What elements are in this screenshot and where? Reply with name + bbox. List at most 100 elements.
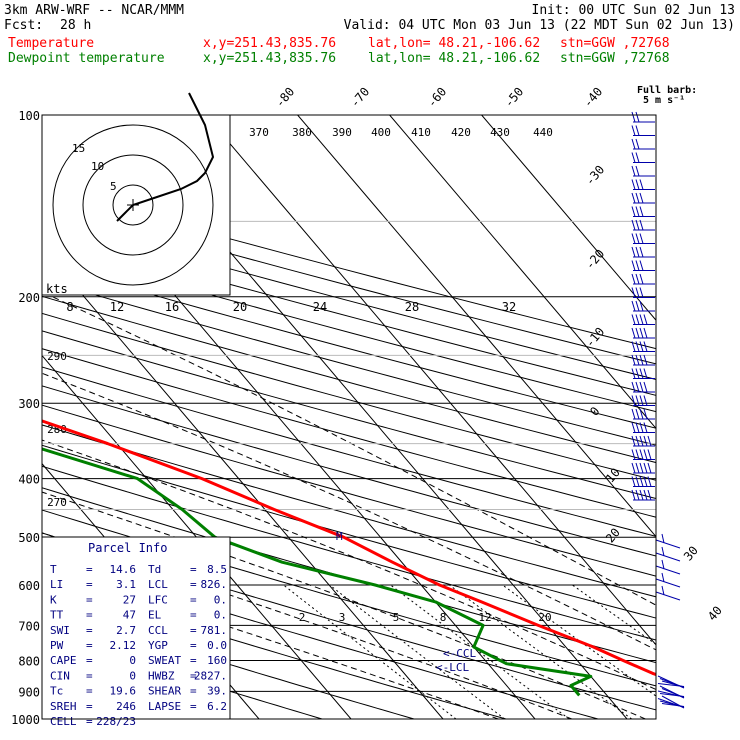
- wind-barb-flag: [635, 395, 640, 406]
- wind-barb-flag: [635, 125, 640, 136]
- theta-label: 430: [490, 126, 510, 139]
- hodograph-ring-5: [112, 184, 154, 226]
- wind-barb-flag: [643, 395, 648, 406]
- wind-barb-flag: [639, 462, 644, 474]
- parcel-left-value: 0: [129, 654, 136, 667]
- wind-barb-flag: [631, 219, 636, 231]
- wind-barb-flag: [639, 381, 644, 393]
- wind-barb-flag: [643, 449, 648, 460]
- hodograph-ring-10: [82, 154, 184, 256]
- parcel-left-eq: =: [86, 700, 93, 713]
- forecast-hours: 28 h: [60, 18, 91, 33]
- parcel-right-value: 160: [207, 654, 227, 667]
- mixing-ratio-line: [390, 584, 570, 719]
- lcl-annotation: <-LCL: [436, 661, 469, 674]
- parcel-right-key: CCL: [148, 624, 168, 637]
- parcel-right-eq: =: [190, 654, 197, 667]
- hodograph-ring-label: 5: [110, 180, 117, 193]
- wind-barb-flag: [643, 314, 648, 325]
- wind-barb-flag: [631, 165, 636, 177]
- wind-barb-flag: [631, 462, 636, 474]
- hodograph-line: [116, 92, 215, 222]
- wind-barb-flag: [631, 233, 636, 244]
- wind-barb-flag: [635, 179, 640, 190]
- parcel-left-eq: =: [86, 624, 93, 637]
- wind-barb-flag: [647, 435, 652, 447]
- parcel-left-key: CELL: [50, 715, 77, 728]
- parcel-right-value: 826.: [201, 578, 228, 591]
- parcel-left-key: CIN: [50, 669, 70, 682]
- wind-barb-flag: [631, 422, 636, 433]
- wind-barb-staff: [655, 565, 681, 575]
- parcel-right-value: 0.: [214, 609, 227, 622]
- wind-barb-flag: [635, 422, 640, 433]
- parcel-left-eq: =: [86, 609, 93, 622]
- dry-adiabat: [42, 404, 656, 577]
- parcel-left-key: LI: [50, 578, 63, 591]
- wind-barb-flag: [639, 246, 644, 258]
- wind-barb-flag: [643, 422, 648, 433]
- theta-label: 410: [411, 126, 431, 139]
- mixing-ratio-label: 24: [313, 300, 327, 314]
- wind-barb-staff: [655, 591, 681, 601]
- wind-barb-flag: [643, 435, 648, 447]
- wind-barb-flag: [635, 408, 640, 420]
- wind-barb-flag: [631, 476, 636, 487]
- parcel-right-eq: =: [190, 669, 197, 682]
- wind-barb-flag: [643, 462, 648, 474]
- parcel-left-eq: =: [86, 715, 93, 728]
- wind-barb-flag: [631, 287, 636, 298]
- mixing-ratio-label: 20: [233, 300, 247, 314]
- parcel-left-key: CAPE: [50, 654, 77, 667]
- mixing-ratio-label: 20: [538, 611, 551, 624]
- parcel-info-panel: Parcel Info T = 14.6 LI = 3.1 K = 27 TT = 47 SWI = 2.7…: [41, 536, 231, 728]
- sounding-profiles: [42, 419, 656, 697]
- wind-barb-flag: [639, 354, 644, 366]
- pressure-tick-label: 700: [18, 619, 40, 633]
- wind-barb-flag: [661, 559, 665, 570]
- parcel-left-value: 3.1: [116, 578, 136, 591]
- moist-adiabat: [42, 565, 499, 719]
- parcel-right-key: Td: [148, 563, 161, 576]
- wind-barb-flag: [639, 192, 644, 204]
- wind-barb-flag: [635, 165, 640, 177]
- dry-adiabat: [42, 424, 656, 598]
- wind-barb-flag: [635, 341, 640, 352]
- isotherm-line: [205, 115, 656, 646]
- wind-barb-flag: [635, 138, 640, 150]
- parcel-right-eq: =: [190, 639, 197, 652]
- parcel-left-eq: =: [86, 563, 93, 576]
- legend-temperature: Temperature: [8, 36, 94, 51]
- wind-barb-flag: [635, 152, 640, 163]
- mixing-ratio-label: 12: [478, 611, 491, 624]
- temperature-xy: x,y=251.43,835.76: [203, 36, 336, 51]
- parcel-left-value: 2.7: [116, 624, 136, 637]
- wind-barb-flag: [631, 408, 636, 420]
- dewpoint-xy: x,y=251.43,835.76: [203, 51, 336, 66]
- wind-barb-flag: [643, 408, 648, 420]
- wind-barb-flag: [635, 435, 640, 447]
- parcel-left-value: 27: [123, 593, 136, 606]
- parcel-info-frame: [41, 536, 231, 720]
- dewpoint-station: stn=GGW ,72768: [560, 51, 670, 66]
- parcel-right-key: LAPSE: [148, 700, 181, 713]
- parcel-left-value: 2.12: [110, 639, 137, 652]
- wind-barb-flag: [631, 368, 636, 379]
- parcel-right-value: 781.: [201, 624, 228, 637]
- wind-barb-flag: [635, 381, 640, 393]
- plot-frame: [41, 114, 657, 720]
- wind-barb-flag: [635, 300, 640, 312]
- wind-barb-flag: [635, 206, 640, 217]
- wind-barb-flag: [643, 476, 648, 487]
- mixing-ratio-label: 28: [405, 300, 419, 314]
- mixing-ratio-label: 8: [440, 611, 447, 624]
- wind-barb-flag: [643, 327, 648, 339]
- wind-barb-flag: [647, 462, 652, 474]
- wind-barb-flag: [631, 138, 636, 150]
- parcel-right-key: YGP: [148, 639, 168, 652]
- wind-barb-flag: [639, 314, 644, 325]
- wind-barb-flag: [631, 111, 636, 123]
- pressure-tick-label: 600: [18, 579, 40, 593]
- parcel-right-key: EL: [148, 609, 162, 622]
- dewpoint-latlon: lat,lon= 48.21,-106.62: [368, 51, 540, 66]
